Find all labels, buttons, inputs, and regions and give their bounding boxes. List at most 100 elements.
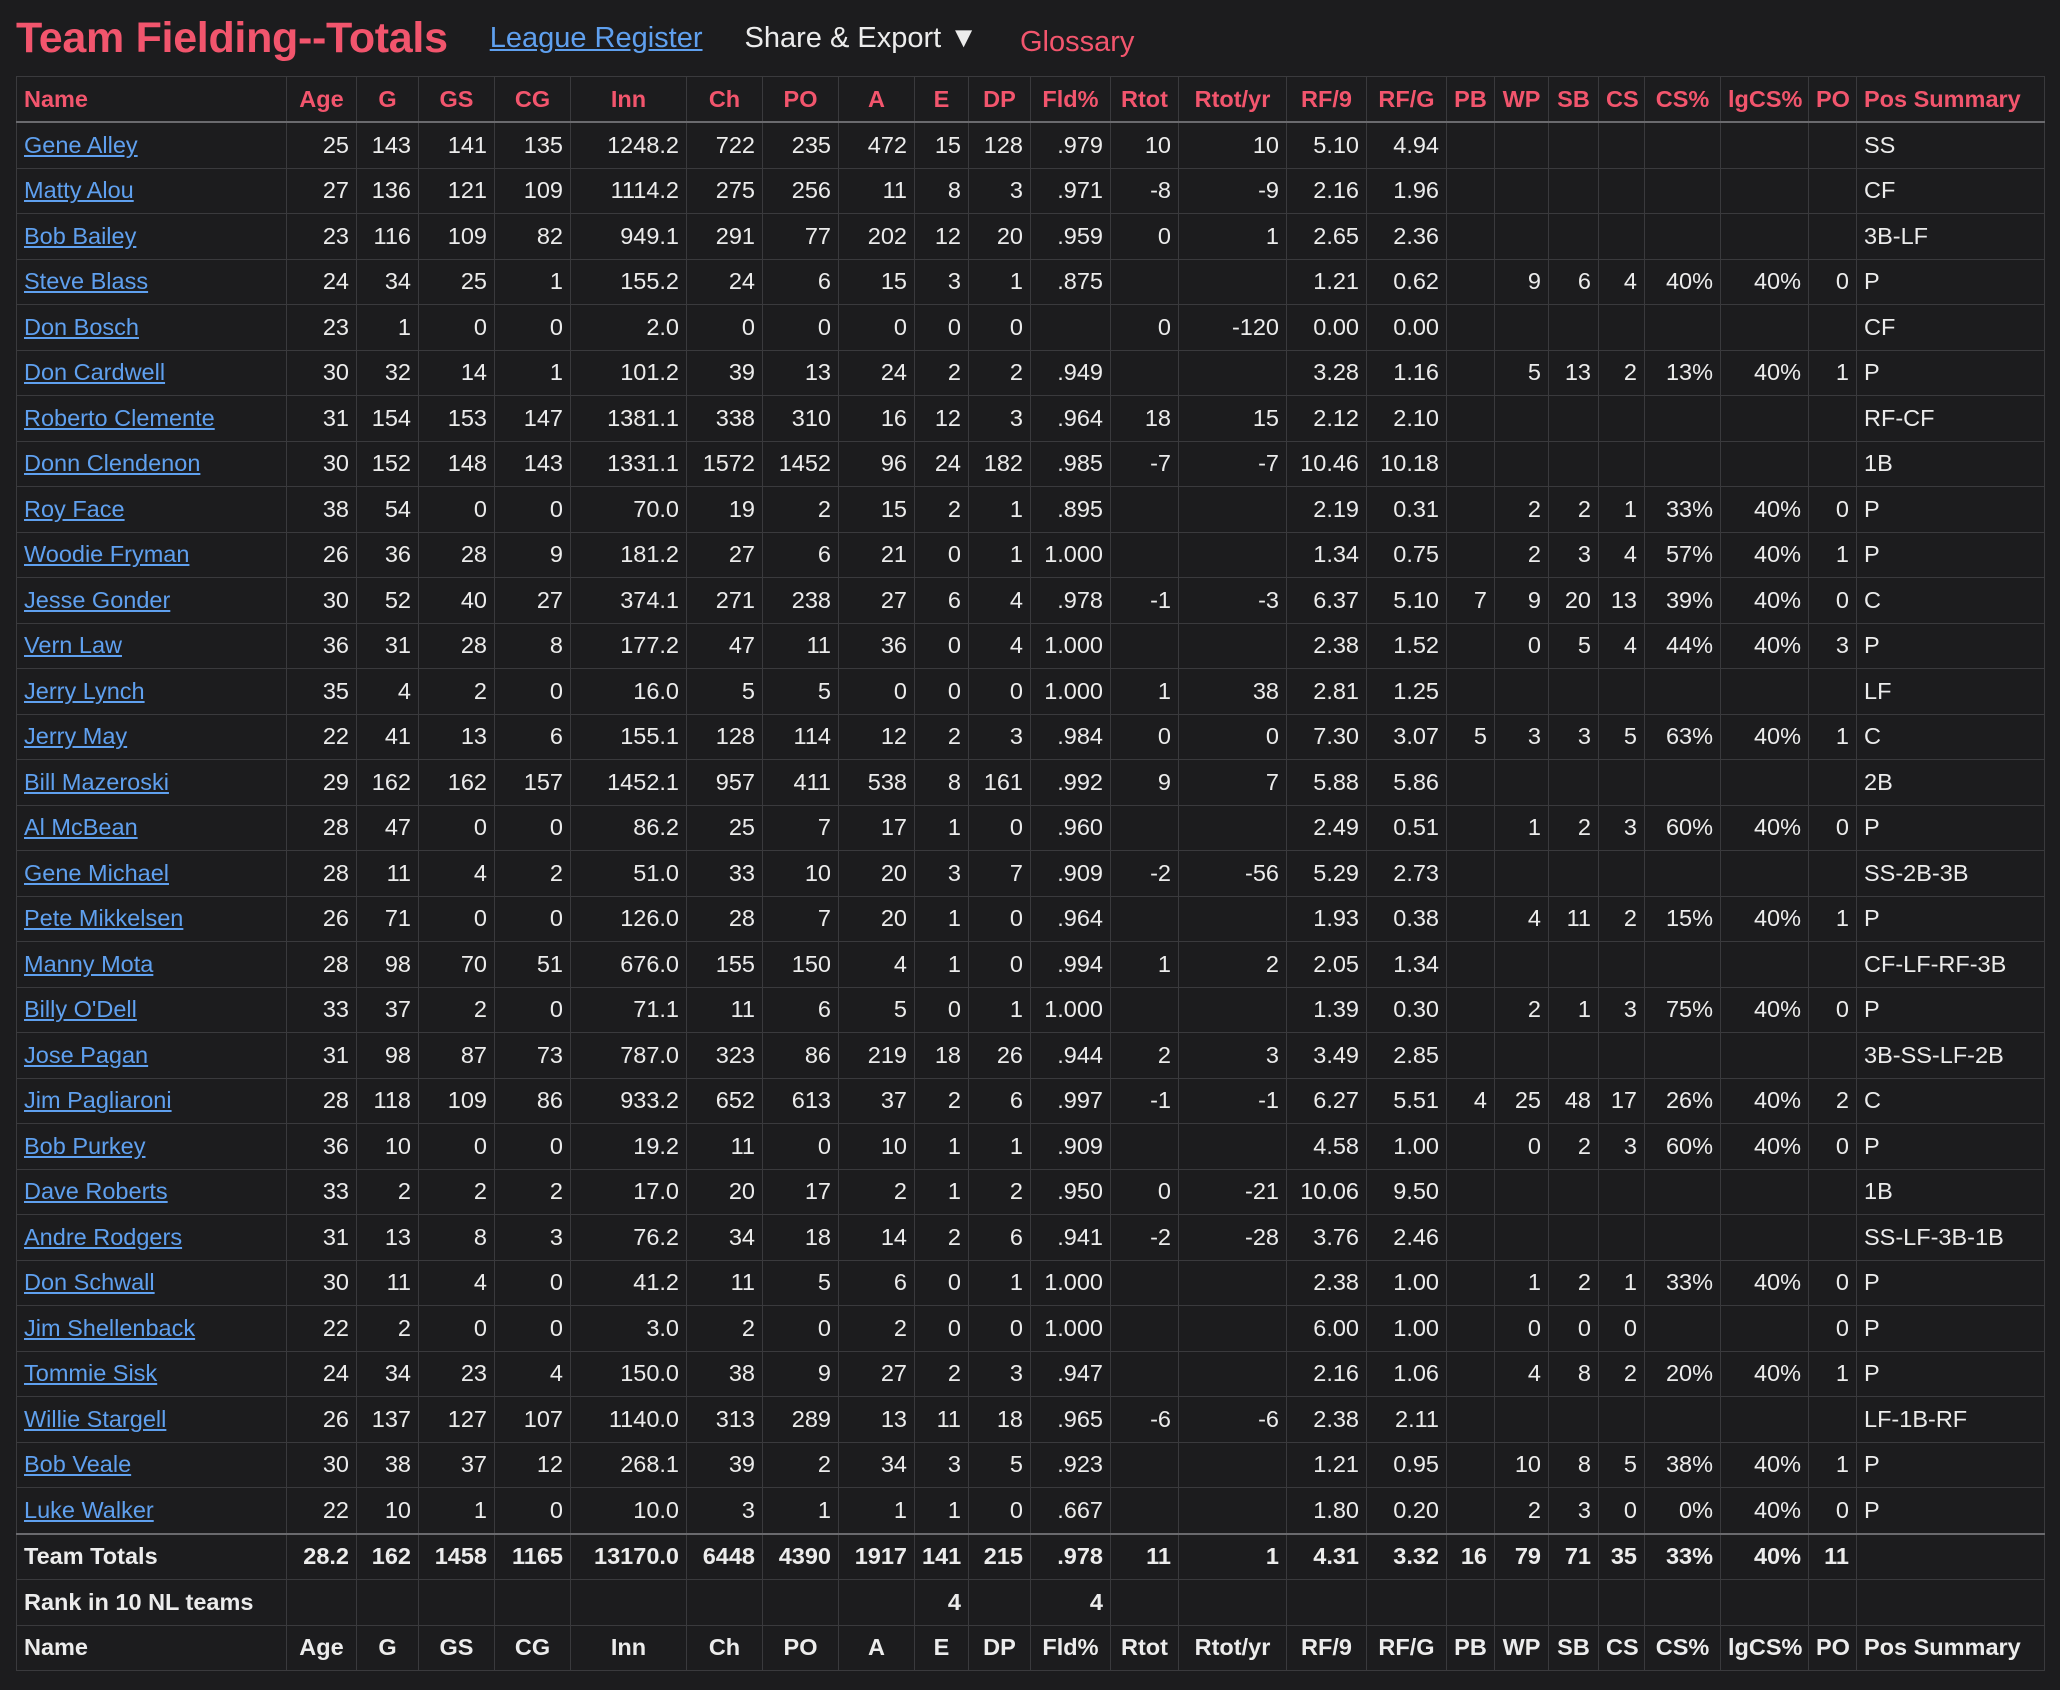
cell-rtot-yr-13: -1 [1178, 1077, 1287, 1124]
cell-e-9: 2 [914, 486, 969, 533]
column-header-pos-summary-23[interactable]: Pos Summary [1856, 76, 2045, 123]
league-register-link[interactable]: League Register [489, 21, 703, 54]
column-header-rtot-12[interactable]: Rtot [1110, 76, 1179, 123]
column-header-cs-19[interactable]: CS [1598, 76, 1645, 123]
cell-sb-18: 1 [1548, 986, 1599, 1033]
cell-fld-pct-11: .994 [1030, 941, 1111, 988]
column-header-inn-5[interactable]: Inn [570, 76, 687, 123]
column-header-e-9[interactable]: E [914, 76, 969, 123]
player-link[interactable]: Gene Alley [24, 131, 138, 158]
column-header-a-8[interactable]: A [838, 76, 915, 123]
cell-fld-pct-11: .941 [1030, 1214, 1111, 1261]
cell-cs-pct-20: 39% [1644, 577, 1721, 624]
cell-po-22: 1 [1808, 531, 1857, 578]
cell-lgcs-pct-21 [1720, 1214, 1809, 1261]
cell-cs-19: 2 [1598, 1350, 1645, 1397]
column-header-age-1[interactable]: Age [286, 76, 357, 123]
cell-po-22: 1 [1808, 1350, 1857, 1397]
cell-wp-17 [1494, 759, 1549, 806]
cell-name-0: Matty Alou [16, 167, 287, 214]
player-link[interactable]: Don Bosch [24, 313, 139, 340]
column-header-rf-g-15[interactable]: RF/G [1366, 76, 1447, 123]
cell-name-0: Pete Mikkelsen [16, 895, 287, 942]
column-header-cg-4[interactable]: CG [494, 76, 571, 123]
cell-inn-5: 155.2 [570, 258, 687, 305]
cell-a-8: 16 [838, 395, 915, 442]
cell-sb-18: 11 [1548, 895, 1599, 942]
player-link[interactable]: Don Cardwell [24, 359, 166, 386]
player-link[interactable]: Luke Walker [24, 1496, 154, 1523]
player-link[interactable]: Dave Roberts [24, 1178, 168, 1205]
player-link[interactable]: Gene Michael [24, 859, 169, 886]
cell-rf-g-15: 0.20 [1366, 1487, 1447, 1534]
player-link[interactable]: Jim Shellenback [24, 1314, 196, 1341]
cell-age-1: 30 [286, 440, 357, 487]
column-header-g-2[interactable]: G [356, 76, 419, 123]
share-export-menu[interactable]: Share & Export ▼ [744, 21, 978, 54]
player-link[interactable]: Roberto Clemente [24, 404, 215, 431]
player-link[interactable]: Jerry May [24, 723, 128, 750]
cell-lgcs-pct-21 [1720, 1032, 1809, 1079]
player-link[interactable]: Don Schwall [24, 1269, 155, 1296]
cell-e-9: 3 [914, 258, 969, 305]
player-link[interactable]: Woodie Fryman [24, 541, 190, 568]
cell-wp-17 [1494, 1396, 1549, 1443]
column-header-pb-16[interactable]: PB [1446, 76, 1495, 123]
table-row: Don Schwall 30 11 4 0 41.2 11 5 6 0 1 1.000 2.38 1.00… [16, 1259, 2045, 1306]
player-link[interactable]: Jim Pagliaroni [24, 1087, 172, 1114]
cell-e-9: 12 [914, 395, 969, 442]
player-link[interactable]: Tommie Sisk [24, 1360, 158, 1387]
player-link[interactable]: Al McBean [24, 814, 138, 841]
footer-header-rf-9-14: RF/9 [1286, 1624, 1367, 1671]
cell-pb-16 [1446, 759, 1495, 806]
player-link[interactable]: Vern Law [24, 632, 122, 659]
player-link[interactable]: Donn Clendenon [24, 450, 201, 477]
player-link[interactable]: Billy O'Dell [24, 996, 137, 1023]
cell-lgcs-pct-21 [1720, 1396, 1809, 1443]
column-header-sb-18[interactable]: SB [1548, 76, 1599, 123]
column-header-rtot-yr-13[interactable]: Rtot/yr [1178, 76, 1287, 123]
cell-g-2: 154 [356, 395, 419, 442]
cell-gs-3: 2 [418, 668, 495, 715]
cell-rtot-yr-13 [1178, 986, 1287, 1033]
table-row: Tommie Sisk 24 34 23 4 150.0 38 9 27 2 3.947 2.16 1.… [16, 1350, 2045, 1397]
column-header-wp-17[interactable]: WP [1494, 76, 1549, 123]
column-header-name-0[interactable]: Name [16, 76, 287, 123]
player-link[interactable]: Bob Veale [24, 1451, 132, 1478]
cell-rtot-yr-13: 1 [1178, 213, 1287, 260]
player-link[interactable]: Steve Blass [24, 268, 149, 295]
cell-g-2: 11 [356, 850, 419, 897]
cell-pos-summary-23: P [1856, 486, 2045, 533]
player-link[interactable]: Willie Stargell [24, 1405, 167, 1432]
column-header-dp-10[interactable]: DP [968, 76, 1031, 123]
column-header-lgcs-pct-21[interactable]: lgCS% [1720, 76, 1809, 123]
cell-a-8: 11 [838, 167, 915, 214]
cell-fld-pct-11: .997 [1030, 1077, 1111, 1124]
column-header-cs-pct-20[interactable]: CS% [1644, 76, 1721, 123]
player-link[interactable]: Matty Alou [24, 177, 134, 204]
player-link[interactable]: Bill Mazeroski [24, 768, 169, 795]
player-link[interactable]: Jerry Lynch [24, 677, 145, 704]
player-link[interactable]: Jesse Gonder [24, 586, 171, 613]
player-link[interactable]: Jose Pagan [24, 1041, 149, 1068]
player-link[interactable]: Roy Face [24, 495, 125, 522]
column-header-rf-9-14[interactable]: RF/9 [1286, 76, 1367, 123]
player-link[interactable]: Bob Bailey [24, 222, 137, 249]
player-link[interactable]: Manny Mota [24, 950, 154, 977]
cell-cs-pct-20: 60% [1644, 804, 1721, 851]
footer-header-g-2: G [356, 1624, 419, 1671]
column-header-gs-3[interactable]: GS [418, 76, 495, 123]
player-link[interactable]: Andre Rodgers [24, 1223, 183, 1250]
cell-rf-9-14: 6.27 [1286, 1077, 1367, 1124]
cell-a-8: 36 [838, 622, 915, 669]
column-header-po-22[interactable]: PO [1808, 76, 1857, 123]
player-link[interactable]: Bob Purkey [24, 1132, 146, 1159]
column-header-ch-6[interactable]: Ch [686, 76, 763, 123]
cell-rf-9-14: 2.81 [1286, 668, 1367, 715]
cell-cs-pct-20 [1644, 1168, 1721, 1215]
cell-age-1: 28 [286, 1077, 357, 1124]
column-header-fld-pct-11[interactable]: Fld% [1030, 76, 1111, 123]
glossary-link[interactable]: Glossary [1019, 25, 1135, 58]
column-header-po-7[interactable]: PO [762, 76, 839, 123]
player-link[interactable]: Pete Mikkelsen [24, 905, 184, 932]
